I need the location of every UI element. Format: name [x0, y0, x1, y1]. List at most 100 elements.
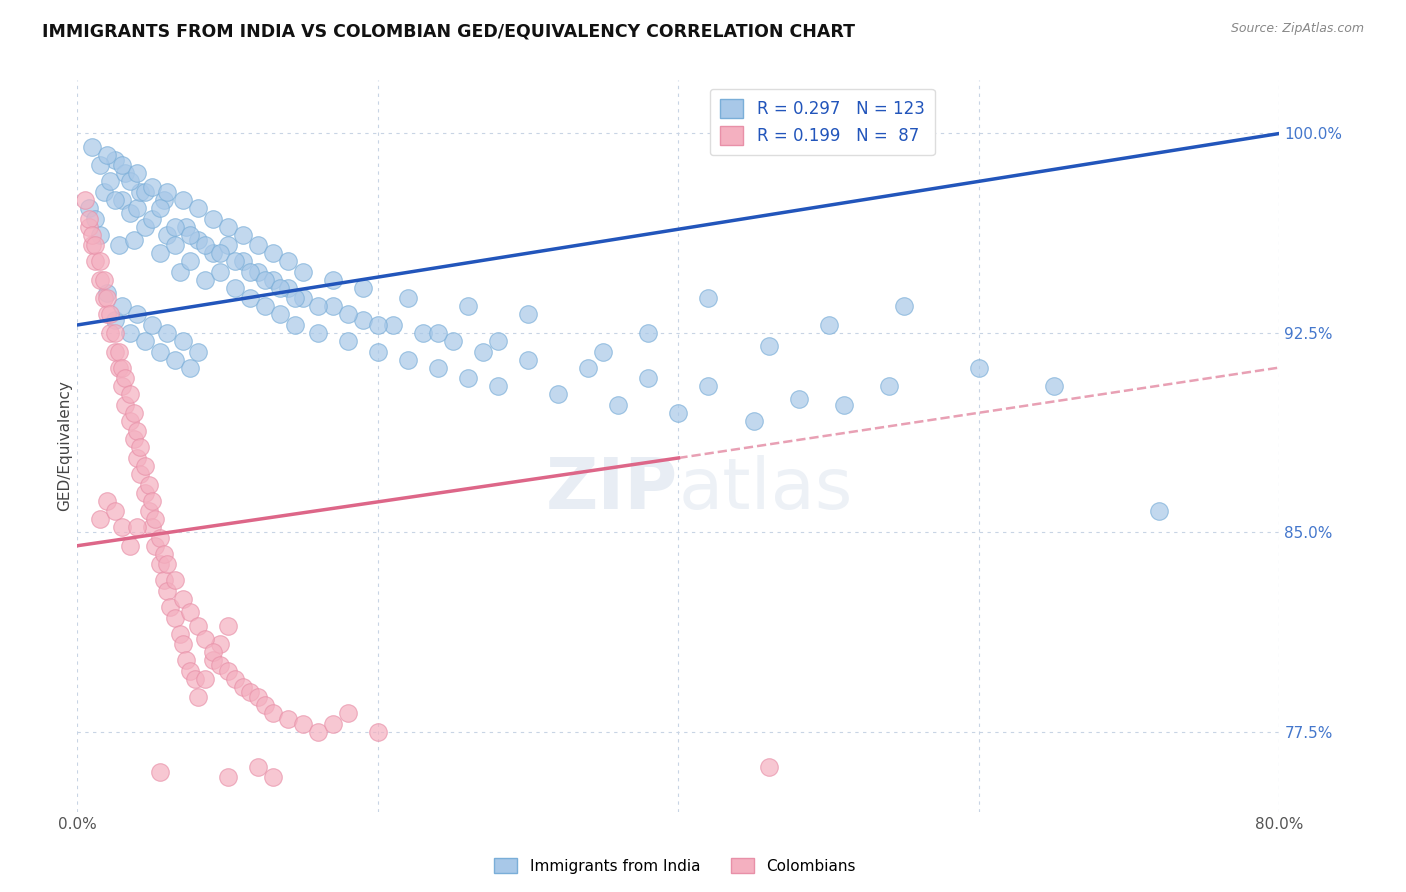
- Point: [576, 360, 599, 375]
- Point: [108, 238, 131, 252]
- Point: [224, 281, 246, 295]
- Point: [217, 238, 239, 252]
- Point: [149, 531, 172, 545]
- Point: [246, 265, 269, 279]
- Point: [118, 539, 141, 553]
- Point: [156, 227, 179, 242]
- Point: [73, 193, 96, 207]
- Point: [517, 352, 540, 367]
- Point: [82, 238, 104, 252]
- Point: [127, 307, 149, 321]
- Point: [637, 326, 659, 340]
- Point: [93, 273, 115, 287]
- Point: [89, 158, 111, 172]
- Point: [149, 558, 172, 572]
- Point: [1149, 504, 1171, 518]
- Point: [163, 610, 186, 624]
- Point: [209, 265, 232, 279]
- Point: [246, 690, 269, 705]
- Point: [201, 645, 224, 659]
- Point: [104, 153, 127, 167]
- Point: [111, 158, 134, 172]
- Point: [149, 201, 172, 215]
- Point: [697, 292, 720, 306]
- Point: [84, 254, 107, 268]
- Point: [149, 344, 172, 359]
- Point: [79, 201, 101, 215]
- Point: [100, 174, 122, 188]
- Point: [307, 326, 329, 340]
- Point: [153, 193, 176, 207]
- Point: [232, 680, 254, 694]
- Point: [187, 618, 209, 632]
- Point: [114, 371, 136, 385]
- Point: [201, 246, 224, 260]
- Point: [149, 764, 172, 779]
- Point: [127, 166, 149, 180]
- Point: [149, 246, 172, 260]
- Point: [118, 414, 141, 428]
- Point: [179, 360, 201, 375]
- Point: [517, 307, 540, 321]
- Text: atlas: atlas: [679, 456, 853, 524]
- Point: [486, 379, 509, 393]
- Point: [104, 326, 127, 340]
- Point: [817, 318, 839, 332]
- Point: [89, 254, 111, 268]
- Point: [217, 219, 239, 234]
- Point: [742, 414, 765, 428]
- Point: [179, 664, 201, 678]
- Point: [174, 219, 197, 234]
- Point: [457, 371, 479, 385]
- Point: [111, 379, 134, 393]
- Point: [284, 292, 307, 306]
- Point: [291, 717, 314, 731]
- Point: [159, 599, 181, 614]
- Point: [96, 307, 118, 321]
- Point: [100, 307, 122, 321]
- Point: [89, 227, 111, 242]
- Point: [291, 292, 314, 306]
- Point: [412, 326, 434, 340]
- Point: [367, 318, 389, 332]
- Point: [201, 653, 224, 667]
- Point: [187, 201, 209, 215]
- Point: [262, 706, 284, 721]
- Point: [153, 574, 176, 588]
- Point: [118, 387, 141, 401]
- Point: [262, 246, 284, 260]
- Point: [104, 344, 127, 359]
- Point: [194, 238, 217, 252]
- Point: [269, 281, 291, 295]
- Point: [134, 334, 156, 348]
- Point: [547, 387, 569, 401]
- Point: [277, 254, 299, 268]
- Point: [156, 558, 179, 572]
- Point: [124, 233, 146, 247]
- Point: [217, 770, 239, 784]
- Point: [111, 360, 134, 375]
- Point: [89, 273, 111, 287]
- Point: [96, 147, 118, 161]
- Point: [367, 344, 389, 359]
- Point: [179, 254, 201, 268]
- Point: [239, 265, 262, 279]
- Point: [322, 717, 344, 731]
- Point: [153, 547, 176, 561]
- Point: [187, 690, 209, 705]
- Point: [269, 307, 291, 321]
- Point: [141, 493, 163, 508]
- Y-axis label: GED/Equivalency: GED/Equivalency: [56, 381, 72, 511]
- Point: [217, 618, 239, 632]
- Point: [163, 238, 186, 252]
- Point: [209, 637, 232, 651]
- Point: [172, 637, 194, 651]
- Point: [232, 227, 254, 242]
- Point: [129, 440, 152, 454]
- Point: [277, 281, 299, 295]
- Point: [183, 672, 205, 686]
- Point: [322, 273, 344, 287]
- Point: [100, 326, 122, 340]
- Point: [472, 344, 495, 359]
- Point: [967, 360, 990, 375]
